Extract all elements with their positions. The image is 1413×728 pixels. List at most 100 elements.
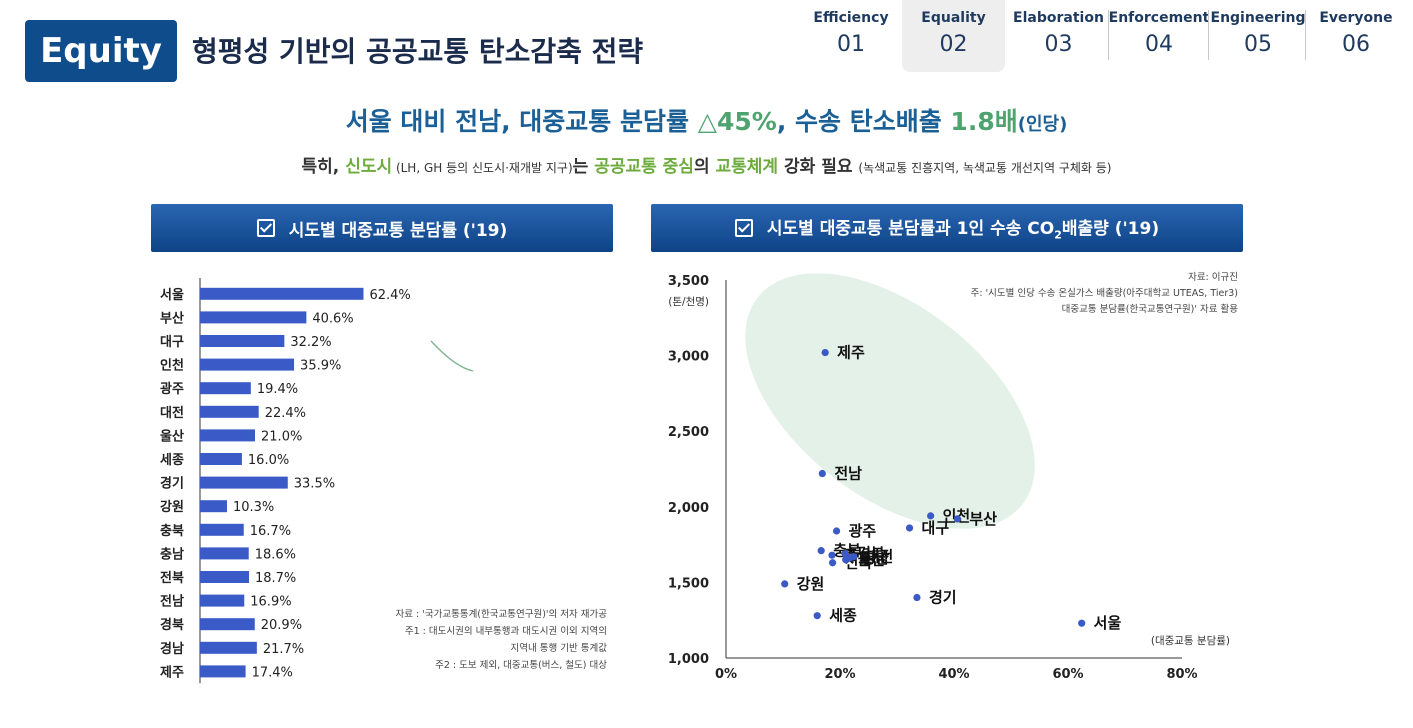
nav-item-efficiency[interactable]: Efficiency 01 [806,0,896,72]
bar-value-label: 19.4% [257,382,298,397]
nav-number: 04 [1145,32,1173,57]
bar-category-label: 전남 [160,594,184,610]
nav-item-engineering[interactable]: Engineering 05 [1210,0,1306,72]
y-tick-label: 2,500 [668,425,709,440]
sub-text: 특히, [301,157,346,177]
bar [200,641,257,654]
left-notes: 자료 : '국가교통통계(한국교통연구원)'의 저자 재가공 주1 : 대도시권… [330,606,607,674]
point-label: 서울 [1094,614,1122,632]
bar-category-label: 전북 [160,570,184,586]
x-tick-label: 40% [938,667,969,682]
nav-number: 02 [939,32,968,57]
right-panel-title: 시도별 대중교통 분담률과 1인 수송 CO2배출량 ('19) [767,214,1159,241]
scatter-point [846,554,854,562]
scatter-point [821,348,829,357]
nav-label: Everyone [1319,10,1393,26]
y-tick-label: 3,000 [668,350,709,365]
nav-number: 03 [1044,32,1073,57]
right-title-a: 시도별 대중교통 분담률과 1인 수송 CO [766,219,1055,240]
bar [200,287,364,300]
bar-value-label: 62.4% [369,288,410,303]
nav-divider [1305,10,1306,60]
headline-highlight: △45% [697,107,777,136]
bar [200,476,288,489]
note-line: 자료 : '국가교통통계(한국교통연구원)'의 저자 재가공 [395,609,607,620]
bar [200,358,295,371]
bar-category-label: 세종 [160,453,184,468]
right-notes: 자료: 이규진 주: '시도별 인당 수송 온실가스 배출량(아주대학교 UTE… [900,270,1238,318]
bar [200,523,244,536]
note-line: 지역내 통행 기반 통계값 [510,643,607,654]
sub-text: 의 [693,157,716,177]
bar-chart: 서울 62.4% 부산 40.6% 대구 32.2% 인천 35.9% 광주 19.4% 대전 22.… [160,278,411,684]
scatter-point [905,524,914,532]
point-label: 경기 [929,589,957,607]
point-label: 울산 [858,551,886,569]
scatter-point [832,527,841,535]
nav-label: Engineering [1210,10,1306,26]
checkbox-icon [734,219,753,237]
nav-label: Efficiency [813,10,889,26]
right-title-sub: 2 [1054,228,1062,242]
x-tick-label: 20% [824,667,855,682]
y-tick-label: 1,000 [668,652,709,667]
bar [200,500,227,513]
bar-value-label: 16.7% [250,524,291,539]
nav-number: 01 [837,32,865,57]
bar-category-label: 서울 [160,287,184,303]
bar-category-label: 충남 [160,546,184,562]
bar [200,618,255,631]
bar [200,382,251,395]
bar-value-label: 22.4% [265,406,306,421]
scatter-point [927,512,935,520]
point-label: 전남 [834,465,862,483]
bar-category-label: 경북 [160,617,184,633]
nav-number: 06 [1342,32,1370,57]
x-tick-label: 80% [1166,667,1197,682]
point-label: 대전 [866,548,894,566]
bar-value-label: 16.0% [248,453,289,468]
headline-note: (인당) [1017,114,1068,135]
scatter-point [828,559,837,567]
bar [200,571,249,583]
y-axis-title: (톤/천명) [668,296,709,308]
bar-category-label: 경기 [160,476,184,492]
bar [200,453,242,465]
bar-value-label: 18.6% [255,547,296,562]
scatter-point [953,515,962,523]
sub-text: 강화 필요 [778,157,859,177]
scatter-point [1078,619,1086,627]
sub-highlight: 공공교통 중심 [594,157,694,177]
bar-value-label: 32.2% [290,335,331,350]
nav-item-equality[interactable]: Equality 02 [902,0,1005,72]
note-line: 주2 : 도보 제외, 대중교통(버스, 철도) 대상 [435,660,607,671]
note-line: 자료: 이규진 [1188,272,1238,283]
sub-note: (녹색교통 진흥지역, 녹색교통 개선지역 구체화 등) [858,161,1112,175]
nav-item-enforcement[interactable]: Enforcement 04 [1109,0,1210,72]
right-panel-header: 시도별 대중교통 분담률과 1인 수송 CO2배출량 ('19) [651,204,1243,252]
point-label: 세종 [829,607,857,625]
bar-category-label: 부산 [160,310,184,326]
bar [200,335,285,347]
nav-label: Equality [921,10,986,26]
nav-number: 05 [1244,32,1272,57]
decorative-curve [430,340,474,372]
scatter-point [813,612,821,620]
subheadline: 특히, 신도시 (LH, GH 등의 신도시·재개발 지구)는 공공교통 중심의… [0,152,1413,177]
nav-item-elaboration[interactable]: Elaboration 03 [1011,0,1106,72]
bar-value-label: 35.9% [300,359,341,374]
bar-category-label: 광주 [160,382,184,397]
point-label: 경북 [857,545,885,563]
nav-item-everyone[interactable]: Everyone 06 [1310,0,1402,72]
bar-value-label: 21.0% [261,429,302,444]
bar-category-label: 대구 [160,335,184,350]
bar-value-label: 33.5% [294,477,335,492]
bar-value-label: 18.7% [255,571,296,586]
y-tick-label: 2,000 [668,501,709,516]
cluster-ellipse [745,273,1035,529]
y-tick-label: 1,500 [668,576,709,591]
y-tick-label: 3,500 [668,274,709,289]
sub-text: 는 [572,157,595,177]
right-title-b: 배출량 ('19) [1061,219,1160,240]
x-tick-label: 60% [1052,667,1083,682]
